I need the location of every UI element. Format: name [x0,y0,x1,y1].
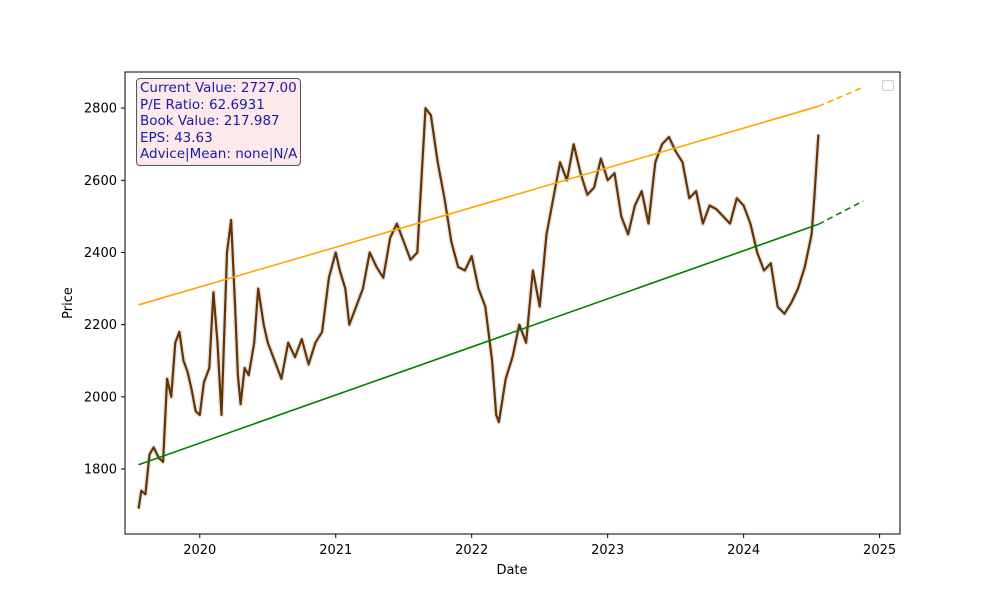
eps-text: EPS: 43.63 [140,129,213,146]
pe-ratio-text: P/E Ratio: 62.6931 [140,96,265,113]
x-axis-title: Date [496,563,527,578]
upper-trend-projection-line [818,86,864,108]
price-line [137,106,820,509]
price-range-band [136,105,821,510]
y-tick-label: 2200 [84,318,117,333]
current-value-text: Current Value: 2727.00 [140,80,297,96]
stock-info-box: Current Value: 2727.00 P/E Ratio: 62.693… [136,78,302,166]
advice-text: Advice|Mean: none|N/A [140,146,298,162]
x-tick-label: 2022 [455,543,488,558]
y-tick-label: 2800 [84,102,117,117]
x-axis: 2020 2021 2022 2023 2024 2025 [183,534,896,558]
x-tick-label: 2024 [727,543,760,558]
y-tick-label: 2400 [84,246,117,261]
legend [882,80,894,91]
y-tick-label: 2600 [84,174,117,189]
plot-frame [124,71,901,535]
lower-trend-projection-line [818,200,864,226]
lower-trend-line [138,223,819,466]
y-axis-title: Price [61,287,76,319]
x-tick-label: 2025 [863,543,896,558]
upper-trend-line [138,105,819,306]
chart-marks [136,86,864,510]
x-tick-label: 2021 [319,543,352,558]
x-tick-label: 2023 [591,543,624,558]
x-tick-label: 2020 [183,543,216,558]
book-value-text: Book Value: 217.987 [140,113,280,129]
y-tick-label: 2000 [84,390,117,405]
y-axis: 1800 2000 2200 2400 2600 2800 [84,102,125,478]
y-tick-label: 1800 [84,463,117,478]
